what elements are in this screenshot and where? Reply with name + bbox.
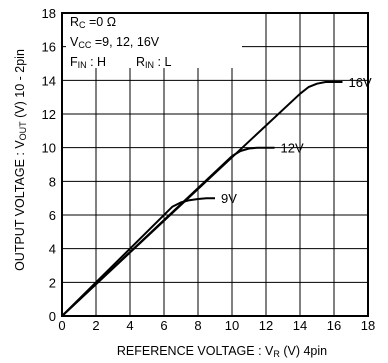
plot-frame xyxy=(61,12,369,317)
x-tick-label: 6 xyxy=(160,318,167,333)
annotation-line-2: VCC =9, 12, 16V xyxy=(70,35,160,50)
x-tick-label: 2 xyxy=(92,318,99,333)
annotation-background xyxy=(66,12,242,68)
y-tick-label: 18 xyxy=(42,6,56,21)
series-line-16V xyxy=(61,81,343,317)
tick-labels: 0 2 4 6 8 10 12 14 16 18 0 2 4 6 8 10 12 14 16 18 xyxy=(42,6,376,333)
series-label-16V: 16V xyxy=(349,75,372,90)
annotation-line-1: RC =0 Ω xyxy=(70,15,116,30)
grid xyxy=(62,13,368,316)
y-tick-label: 0 xyxy=(49,309,56,324)
x-tick-label: 18 xyxy=(361,318,375,333)
x-tick-label: 0 xyxy=(58,318,65,333)
y-tick-label: 10 xyxy=(42,141,56,156)
y-tick-label: 2 xyxy=(49,275,56,290)
x-tick-label: 8 xyxy=(194,318,201,333)
x-tick-label: 10 xyxy=(225,318,239,333)
y-tick-label: 14 xyxy=(42,73,56,88)
y-tick-label: 6 xyxy=(49,208,56,223)
y-tick-label: 16 xyxy=(42,40,56,55)
series-labels: 9V 12V 16V xyxy=(221,75,372,206)
annotation-line-3b: RIN : L xyxy=(136,55,171,70)
y-tick-label: 12 xyxy=(42,107,56,122)
series-line-9V xyxy=(61,197,215,317)
x-tick-label: 14 xyxy=(293,318,307,333)
plot-series xyxy=(61,81,343,317)
series-label-12V: 12V xyxy=(281,141,304,156)
y-tick-label: 4 xyxy=(49,242,56,257)
x-axis-label: REFERENCE VOLTAGE : VR (V) 4pin xyxy=(117,344,327,359)
x-tick-label: 12 xyxy=(259,318,273,333)
x-tick-label: 16 xyxy=(327,318,341,333)
series-label-9V: 9V xyxy=(221,191,237,206)
y-tick-label: 8 xyxy=(49,174,56,189)
series-line-12V xyxy=(61,146,275,317)
annotation-line-3: FIN : H xyxy=(70,55,106,70)
x-tick-label: 4 xyxy=(126,318,133,333)
y-axis-label: OUTPUT VOLTAGE : VOUT (V) 10 - 2pin xyxy=(13,49,28,271)
annotation-box: RC =0 Ω VCC =9, 12, 16V FIN : H RIN : L xyxy=(66,12,242,70)
